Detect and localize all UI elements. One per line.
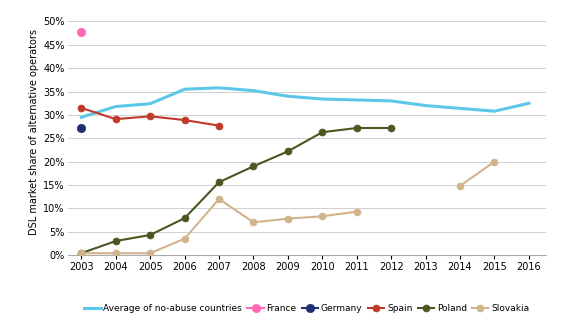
Average of no-abuse countries bbox=[113, 105, 119, 109]
Average of no-abuse countries bbox=[457, 106, 463, 110]
Poland bbox=[113, 239, 119, 243]
Spain bbox=[147, 114, 154, 118]
Average of no-abuse countries bbox=[491, 109, 498, 113]
Slovakia bbox=[78, 251, 84, 255]
Average of no-abuse countries bbox=[78, 115, 84, 119]
Line: Spain: Spain bbox=[78, 104, 222, 129]
Spain bbox=[78, 106, 84, 110]
Poland bbox=[354, 126, 360, 130]
Average of no-abuse countries bbox=[388, 99, 395, 103]
Slovakia bbox=[354, 210, 360, 214]
Poland bbox=[78, 251, 84, 255]
Slovakia bbox=[216, 197, 222, 201]
Average of no-abuse countries bbox=[250, 89, 257, 93]
Slovakia bbox=[113, 251, 119, 255]
Average of no-abuse countries bbox=[525, 101, 532, 105]
Poland bbox=[181, 216, 188, 220]
Spain bbox=[181, 118, 188, 122]
Legend: Average of no-abuse countries, France, Germany, Spain, Poland, Slovakia: Average of no-abuse countries, France, G… bbox=[84, 304, 529, 313]
Spain bbox=[113, 117, 119, 121]
Average of no-abuse countries bbox=[354, 98, 360, 102]
Average of no-abuse countries bbox=[284, 94, 291, 98]
Line: Average of no-abuse countries: Average of no-abuse countries bbox=[81, 88, 529, 117]
Poland bbox=[147, 233, 154, 237]
Slovakia bbox=[284, 217, 291, 221]
Poland bbox=[319, 130, 326, 134]
Average of no-abuse countries bbox=[216, 86, 222, 90]
Poland bbox=[216, 180, 222, 184]
Average of no-abuse countries bbox=[422, 104, 429, 108]
Slovakia bbox=[181, 237, 188, 241]
Line: Poland: Poland bbox=[78, 125, 395, 257]
Slovakia bbox=[319, 214, 326, 218]
Y-axis label: DSL market share of alternative operators: DSL market share of alternative operator… bbox=[29, 29, 39, 235]
Poland bbox=[250, 164, 257, 168]
Line: Slovakia: Slovakia bbox=[78, 196, 360, 257]
Slovakia bbox=[250, 220, 257, 224]
Poland bbox=[284, 149, 291, 153]
Spain bbox=[216, 124, 222, 128]
Average of no-abuse countries bbox=[319, 97, 326, 101]
Poland bbox=[388, 126, 395, 130]
Slovakia bbox=[147, 251, 154, 255]
Average of no-abuse countries bbox=[147, 102, 154, 106]
Average of no-abuse countries bbox=[181, 87, 188, 91]
